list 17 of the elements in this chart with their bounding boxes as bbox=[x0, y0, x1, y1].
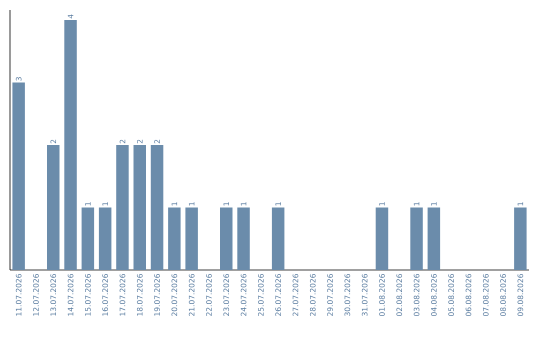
bar bbox=[428, 208, 440, 270]
bar bbox=[64, 20, 77, 270]
bar bbox=[410, 208, 423, 270]
bar bbox=[376, 208, 388, 270]
bar bbox=[134, 145, 146, 270]
bar bbox=[168, 208, 181, 270]
bar bbox=[220, 208, 233, 270]
bar bbox=[12, 82, 25, 270]
bar bbox=[82, 208, 94, 270]
bar bbox=[150, 145, 164, 270]
bar bbox=[237, 208, 250, 270]
bar bbox=[98, 208, 112, 270]
bar bbox=[514, 208, 527, 270]
bar bbox=[116, 145, 129, 270]
bar bbox=[47, 145, 60, 270]
bar bbox=[272, 208, 284, 270]
bar bbox=[185, 208, 198, 270]
